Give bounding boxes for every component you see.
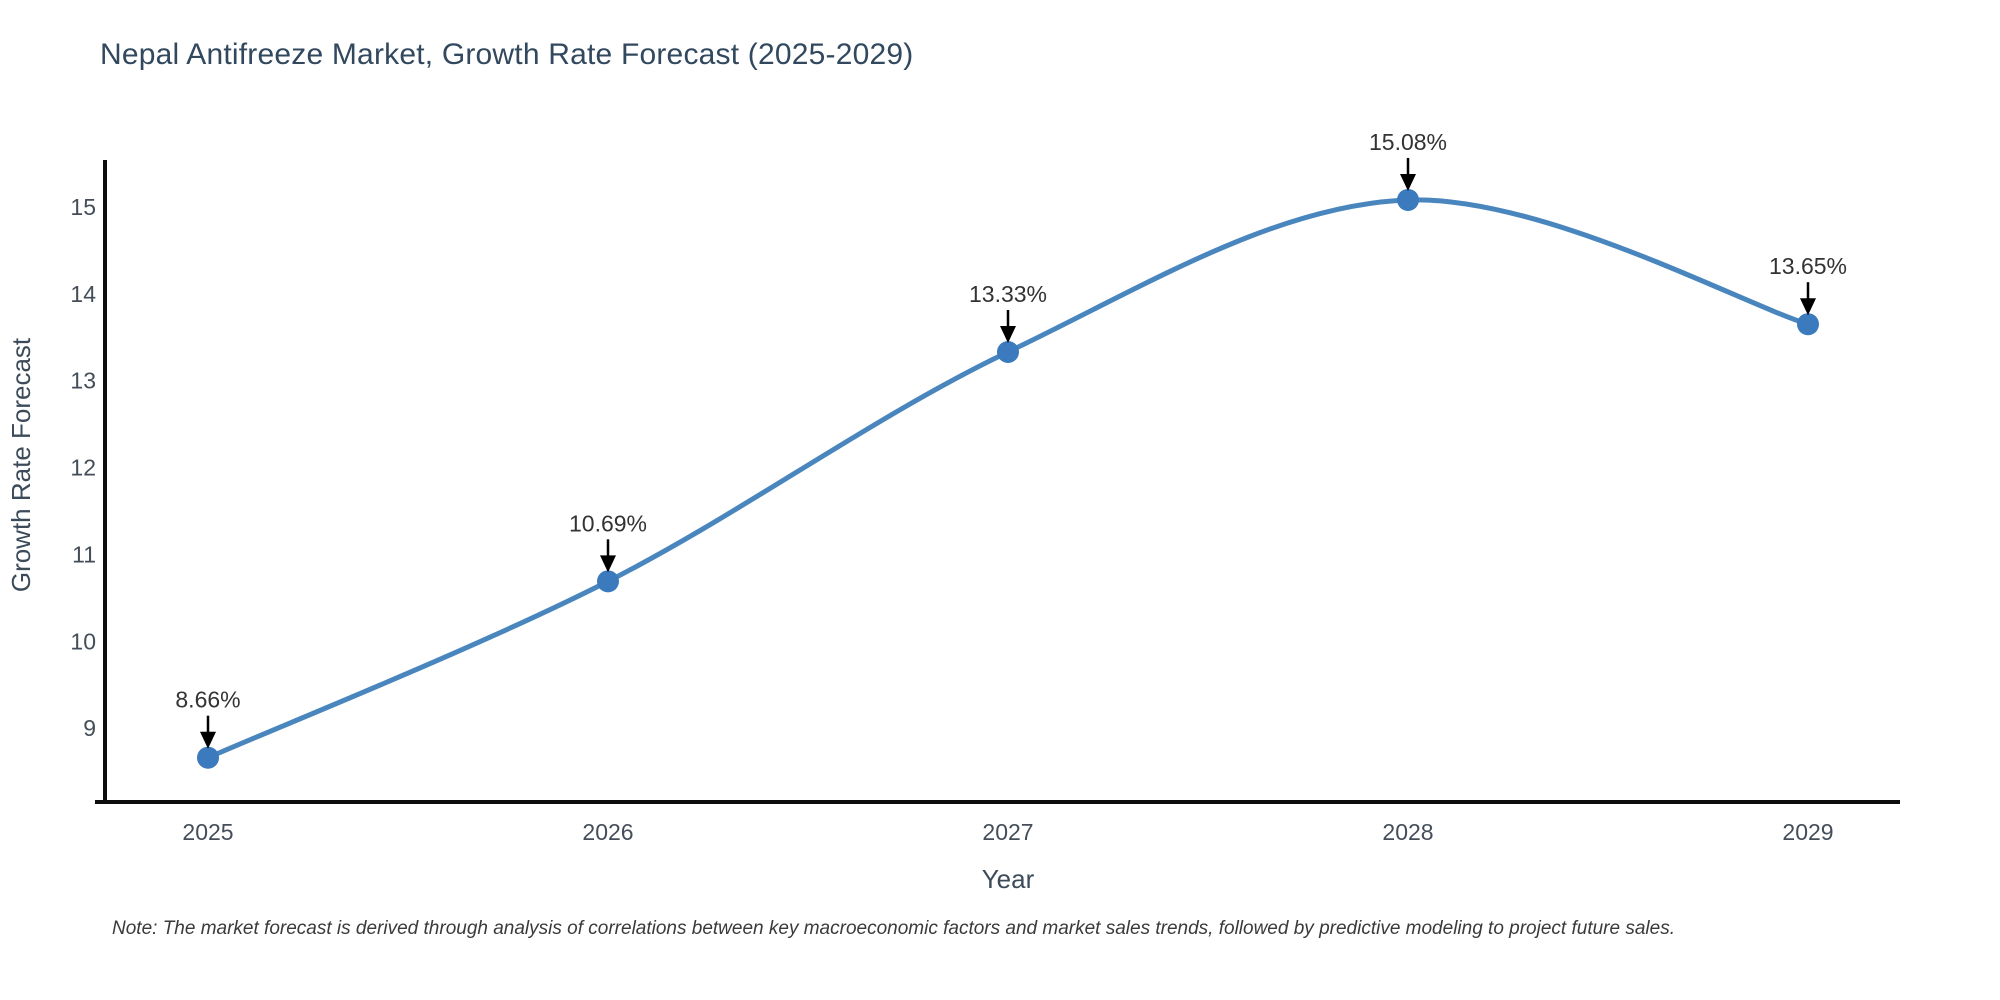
y-axis-title: Growth Rate Forecast [6, 337, 36, 592]
point-annotations: 8.66% 10.69% 13.33% 15.08% 13.65% [175, 129, 1847, 749]
y-tick-label: 12 [70, 455, 96, 481]
annotation-arrow-head [1400, 173, 1416, 191]
data-point-marker [597, 570, 619, 593]
annotation-arrow-head [200, 731, 216, 749]
axes [95, 160, 1900, 804]
annotation-arrow-head [1000, 325, 1016, 343]
annotation-arrow-head [600, 555, 616, 573]
data-point-marker [197, 746, 219, 769]
x-tick-labels: 2025 2026 2027 2028 2029 [182, 819, 1833, 845]
data-point-marker [997, 340, 1019, 363]
x-tick-label: 2028 [1382, 819, 1433, 845]
footnote: Note: The market forecast is derived thr… [112, 918, 1675, 939]
point-value-label: 13.33% [969, 281, 1047, 307]
data-point-marker [1397, 188, 1419, 211]
data-point-marker [1797, 313, 1819, 336]
y-tick-label: 9 [83, 715, 96, 741]
x-tick-label: 2026 [582, 819, 633, 845]
x-tick-label: 2027 [982, 819, 1033, 845]
y-tick-label: 10 [70, 628, 96, 654]
chart-title: Nepal Antifreeze Market, Growth Rate For… [100, 38, 914, 71]
point-value-label: 10.69% [569, 510, 647, 536]
point-value-label: 13.65% [1769, 253, 1847, 279]
x-tick-label: 2025 [182, 819, 233, 845]
y-tick-labels: 9 10 11 12 13 14 15 [70, 194, 96, 741]
x-tick-label: 2029 [1782, 819, 1833, 845]
annotation-arrow-head [1800, 298, 1816, 316]
y-tick-label: 13 [70, 368, 96, 394]
point-value-label: 15.08% [1369, 129, 1447, 155]
y-tick-label: 14 [70, 281, 96, 307]
point-value-label: 8.66% [175, 687, 240, 713]
y-tick-label: 15 [70, 194, 96, 220]
x-axis-title: Year [982, 864, 1035, 894]
data-point-markers [197, 188, 1819, 769]
y-tick-label: 11 [72, 541, 96, 567]
